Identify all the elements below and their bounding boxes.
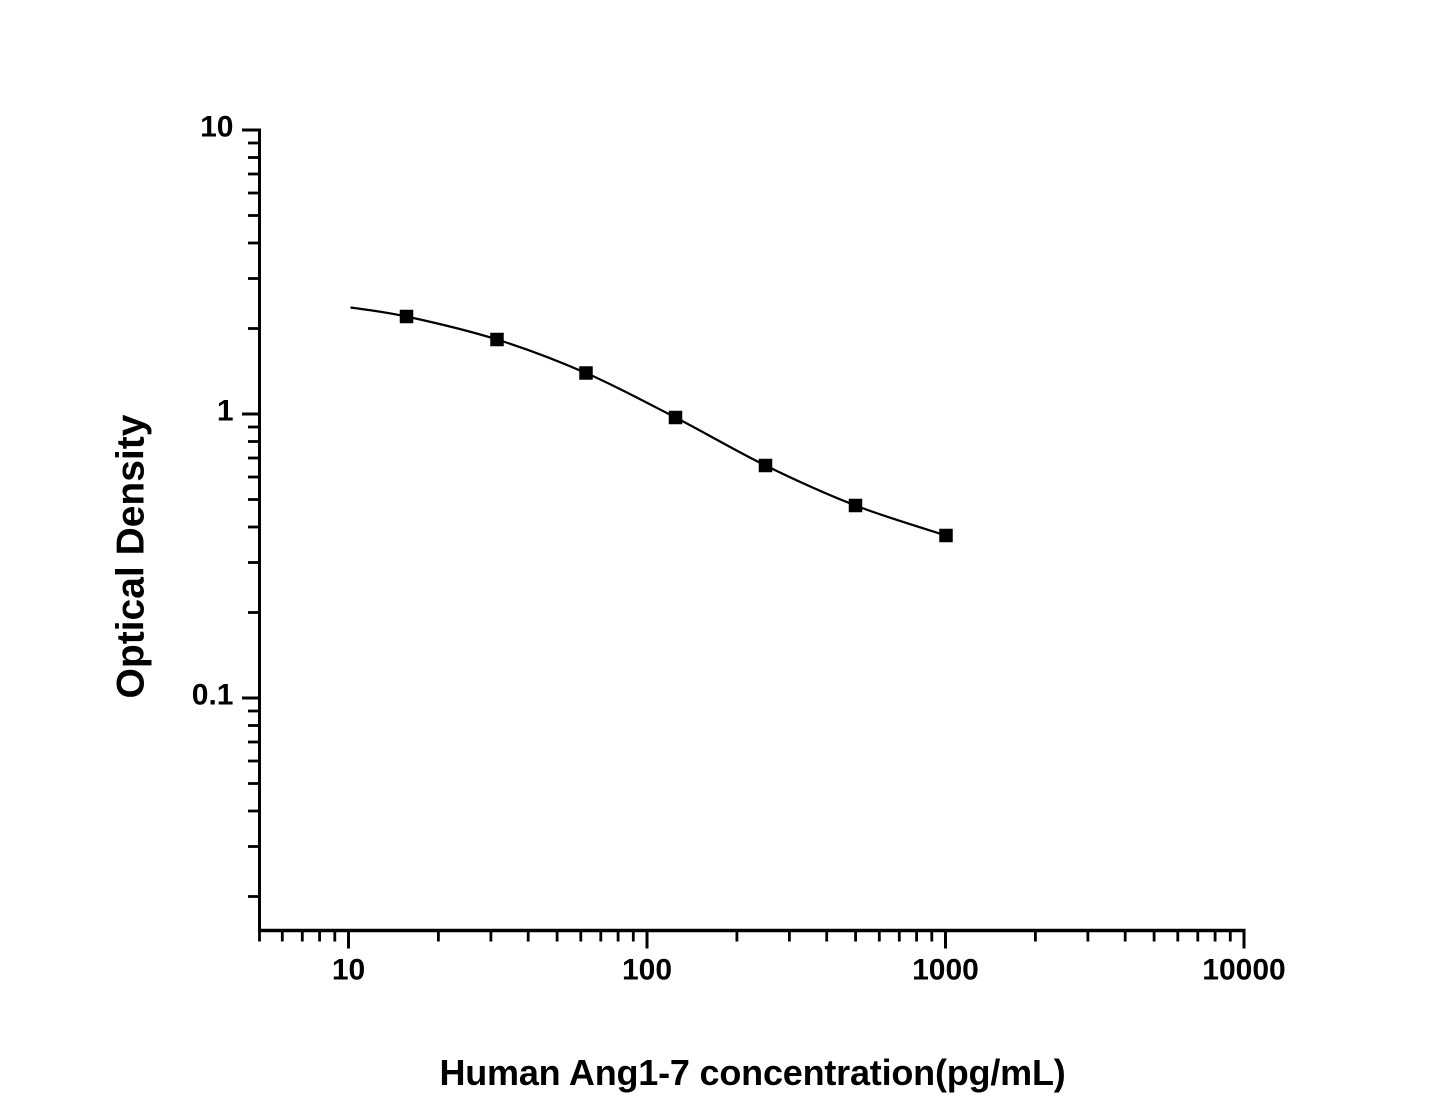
svg-text:10: 10 — [200, 111, 233, 144]
svg-text:1: 1 — [217, 395, 234, 428]
svg-text:1000: 1000 — [912, 954, 979, 987]
svg-text:100: 100 — [622, 954, 672, 987]
svg-text:0.1: 0.1 — [192, 679, 234, 712]
svg-text:Optical Density: Optical Density — [110, 414, 153, 698]
svg-text:Human Ang1-7 concentration(pg/: Human Ang1-7 concentration(pg/mL) — [439, 1052, 1065, 1093]
svg-text:10: 10 — [332, 954, 365, 987]
svg-text:10000: 10000 — [1202, 954, 1285, 987]
